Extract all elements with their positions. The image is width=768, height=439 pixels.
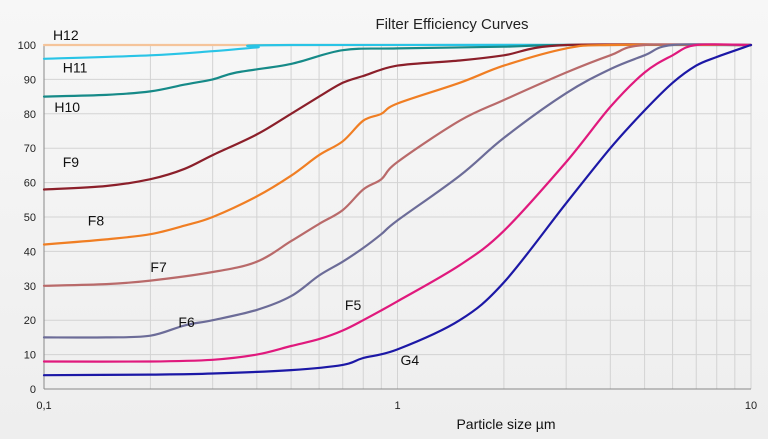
series-labels: H12 H11 H10 F9 F8 F7 F6 F5 G4 [53,27,419,368]
x-tick-label: 1 [394,400,400,412]
axes: 0 10 20 30 40 50 60 70 80 90 100 0,1 1 10 [18,40,757,412]
series-line-g4 [42,43,753,377]
y-tick-label: 60 [24,178,36,190]
series-line-f7 [42,43,753,287]
series-label-f5: F5 [345,297,362,313]
series-label-f7: F7 [150,259,167,275]
y-tick-label: 70 [24,143,36,155]
y-tick-label: 50 [24,212,36,224]
x-tick-label: 0,1 [36,400,51,412]
y-tick-label: 10 [24,350,36,362]
series-lines [42,43,753,377]
y-tick-label: 40 [24,246,36,258]
y-tick-label: 30 [24,281,36,293]
chart-title: Filter Efficiency Curves [375,16,528,33]
y-tick-label: 20 [24,315,36,327]
series-line-h10 [42,43,753,98]
series-line-h11 [42,43,753,60]
series-label-f9: F9 [63,154,80,170]
x-axis-label: Particle size µm [456,416,555,432]
y-tick-label: 100 [18,40,36,52]
x-tick-label: 10 [745,400,757,412]
series-label-f8: F8 [88,213,105,229]
series-line-f8 [42,43,753,246]
series-label-h11: H11 [63,60,88,76]
y-tick-label: 0 [30,384,36,396]
y-tick-label: 80 [24,109,36,121]
grid [43,44,752,390]
series-line-f6 [42,43,753,339]
series-label-g4: G4 [401,352,420,368]
series-label-h10: H10 [54,99,80,115]
series-label-h12: H12 [53,27,79,43]
y-tick-label: 90 [24,74,36,86]
series-line-f9 [42,43,753,191]
series-label-f6: F6 [178,314,195,330]
series-line-f5 [42,43,753,363]
